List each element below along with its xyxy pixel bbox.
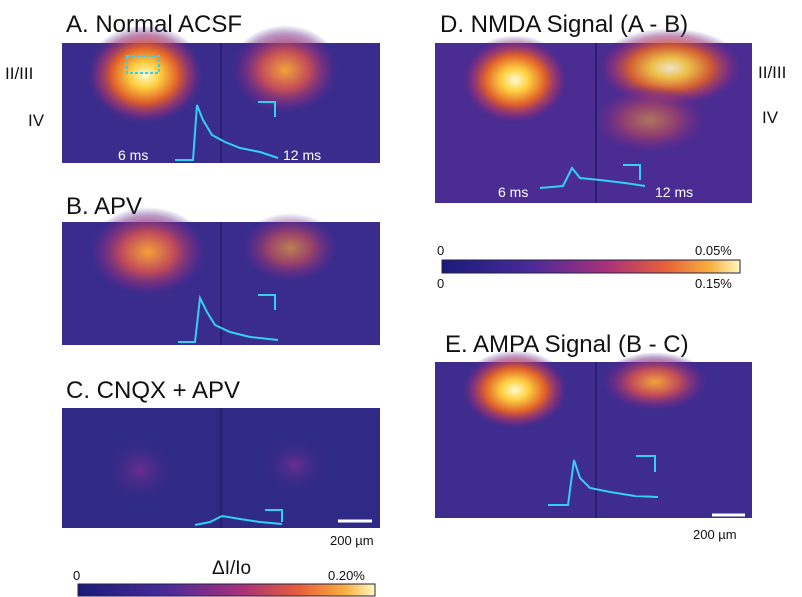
- colorbar: [77, 583, 376, 597]
- colorbar-max: 0.05%: [695, 243, 732, 258]
- panel-title: C. CNQX + APV: [66, 377, 240, 404]
- colorbar-label: ΔI/Io: [212, 558, 251, 579]
- time-label: 12 ms: [283, 147, 321, 163]
- colorbar-min: 0: [437, 243, 444, 258]
- image-c: [62, 408, 380, 528]
- image-e: [435, 350, 752, 518]
- colorbar-min: 0: [437, 276, 444, 291]
- scale-label: 200 µm: [330, 533, 374, 548]
- image-d: [435, 28, 752, 203]
- time-label: 6 ms: [498, 184, 528, 200]
- scale-label: 200 µm: [693, 527, 737, 542]
- colorbar-max: 0.20%: [328, 568, 365, 583]
- colorbar: [441, 259, 741, 274]
- layer-label: II/III: [5, 64, 33, 83]
- image-a: [62, 25, 380, 163]
- layer-label: IV: [762, 108, 779, 127]
- time-label: 12 ms: [655, 184, 693, 200]
- colorbar-min: 0: [73, 568, 80, 583]
- layer-label: IV: [28, 111, 45, 130]
- time-label: 6 ms: [118, 147, 148, 163]
- layer-label: II/III: [758, 63, 786, 82]
- colorbar-max: 0.15%: [695, 276, 732, 291]
- image-b: [62, 207, 380, 345]
